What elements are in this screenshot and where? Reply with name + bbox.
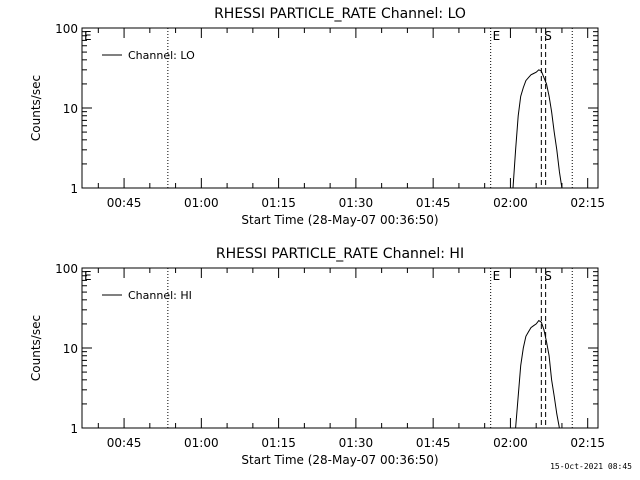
x-tick-label: 01:45 [416, 436, 451, 450]
chart-title: RHESSI PARTICLE_RATE Channel: HI [216, 246, 464, 262]
x-axis-label: Start Time (28-May-07 00:36:50) [241, 453, 438, 467]
x-tick-label: 01:15 [261, 436, 296, 450]
marker-label: S [544, 269, 552, 283]
y-tick-label: 100 [55, 22, 78, 36]
x-axis-label: Start Time (28-May-07 00:36:50) [241, 213, 438, 227]
marker-label: E [493, 269, 501, 283]
x-tick-label: 01:45 [416, 196, 451, 210]
marker-label: E [84, 29, 92, 43]
chart-title: RHESSI PARTICLE_RATE Channel: LO [214, 6, 466, 22]
y-axis-label: Counts/sec [29, 75, 43, 141]
x-tick-label: 01:30 [339, 196, 374, 210]
y-tick-label: 1 [70, 182, 78, 196]
series-line-channel-hi [515, 319, 560, 429]
x-tick-label: 01:30 [339, 436, 374, 450]
x-tick-label: 01:00 [184, 196, 219, 210]
y-tick-label: 1 [70, 422, 78, 436]
y-tick-label: 10 [63, 342, 78, 356]
x-tick-label: 01:00 [184, 436, 219, 450]
x-tick-label: 00:45 [107, 436, 142, 450]
x-tick-label: 02:15 [570, 196, 605, 210]
x-tick-label: 00:45 [107, 196, 142, 210]
footer-timestamp: 15-Oct-2021 08:45 [550, 462, 632, 471]
y-axis-label: Counts/sec [29, 315, 43, 381]
legend-label: Channel: LO [128, 49, 195, 62]
x-tick-label: 01:15 [261, 196, 296, 210]
marker-label: E [84, 269, 92, 283]
marker-label: S [544, 29, 552, 43]
y-tick-label: 100 [55, 262, 78, 276]
y-tick-label: 10 [63, 102, 78, 116]
x-tick-label: 02:15 [570, 436, 605, 450]
legend-label: Channel: HI [128, 289, 192, 302]
marker-label: E [493, 29, 501, 43]
series-line-channel-lo [512, 69, 563, 189]
x-tick-label: 02:00 [493, 436, 528, 450]
x-tick-label: 02:00 [493, 196, 528, 210]
